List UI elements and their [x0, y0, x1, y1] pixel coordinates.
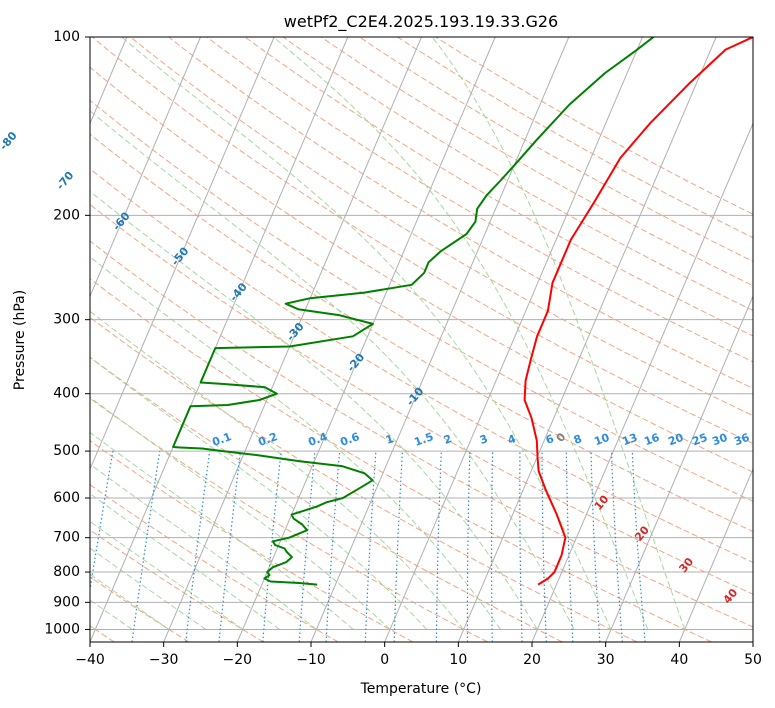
x-tick-label: 10 [449, 652, 467, 668]
isotherm-gridline [384, 37, 643, 642]
y-tick-label: 300 [53, 312, 80, 328]
mixing-ratio-line [631, 451, 646, 642]
moist-adiabat [90, 463, 317, 630]
mixing-ratio-label: 2 [442, 432, 454, 447]
x-tick-label: −40 [75, 652, 105, 668]
moist-adiabat [90, 431, 354, 630]
mixing-ratio-line [262, 451, 282, 642]
mixing-ratio-label: 4 [506, 432, 518, 447]
mixing-ratio-label: 0.4 [306, 430, 329, 449]
moist-adiabat [90, 573, 170, 630]
x-tick-label: 20 [523, 652, 541, 668]
mixing-ratio-label: 0.6 [338, 430, 361, 449]
y-axis: 1000 900 800 700 600 500 400 300 200 100 [44, 29, 90, 637]
y-tick-label: 900 [53, 594, 80, 610]
dry-adiabat [90, 316, 638, 642]
mixing-ratio-label: 20 [666, 431, 685, 449]
dry-adiabat [282, 37, 753, 312]
x-tick-label: 30 [597, 652, 615, 668]
mixing-ratio-label: 16 [642, 431, 661, 449]
isotherm-gridline [90, 37, 201, 298]
mixing-ratio-label: 25 [690, 431, 709, 448]
mixing-ratio-label: 3 [478, 432, 490, 447]
isotherm-gridline [678, 467, 753, 642]
x-tick-label: 0 [380, 652, 389, 668]
moist-adiabat [90, 356, 428, 630]
moist-adiabat [90, 310, 465, 630]
x-tick-label: −30 [149, 652, 179, 668]
y-tick-label: 500 [53, 443, 80, 459]
isotherm-gridline [531, 122, 753, 642]
isotherm-gridline [457, 37, 717, 642]
mixing-ratio-line [131, 451, 161, 642]
mixing-ratio-label: 1 [384, 432, 396, 447]
dry-adiabat [90, 240, 753, 628]
mixing-ratio-label: 8 [572, 432, 584, 447]
mixing-ratio-label: 1.5 [412, 430, 435, 449]
chart-title: wetPf2_C2E4.2025.193.19.33.G26 [284, 12, 558, 32]
dry-adiabat [90, 66, 753, 473]
dry-adiabat [90, 397, 488, 642]
y-tick-label: 400 [53, 386, 80, 402]
sounding-lines [172, 37, 753, 586]
mixing-ratio-label: 0.2 [256, 430, 279, 449]
dry-adiabat [90, 203, 753, 595]
mixing-ratio-line [90, 450, 114, 594]
mixing-ratio-label: 30 [710, 431, 729, 449]
y-tick-label: 100 [53, 29, 80, 45]
mixing-ratio-label: 6 [544, 432, 556, 447]
x-axis-label: Temperature (°C) [360, 681, 482, 697]
dry-adiabat [90, 576, 190, 642]
temperature-profile-line [523, 37, 753, 586]
mixing-ratio-line [298, 451, 316, 642]
y-tick-label: 600 [53, 490, 80, 506]
isotherm-gridline [90, 37, 349, 642]
mixing-ratio-label: 13 [620, 431, 639, 448]
dewpoint-profile-line [172, 37, 655, 586]
y-tick-label: 200 [53, 207, 80, 223]
moist-adiabat [90, 110, 575, 630]
x-tick-label: 40 [670, 652, 688, 668]
mixing-ratio-line [218, 451, 242, 642]
x-axis: −40 −30 −20 −10 0 10 20 30 40 50 [75, 642, 762, 668]
dry-adiabat [130, 37, 753, 417]
moist-adiabat [90, 520, 243, 630]
mixing-ratio-label: 36 [732, 431, 751, 449]
y-tick-label: 700 [53, 530, 80, 546]
mixing-ratio-label: 0.1 [210, 430, 233, 449]
x-tick-label: −20 [223, 652, 253, 668]
isotherm-gridline [163, 37, 422, 642]
moist-adiabat [121, 37, 612, 630]
moist-adiabat [90, 190, 538, 630]
dry-adiabat [206, 37, 753, 363]
mixing-ratio-label: 10 [592, 431, 611, 449]
x-tick-label: 50 [744, 652, 762, 668]
dry-adiabat [90, 356, 563, 642]
isotherm-gridline [90, 37, 275, 471]
isotherm-gridline [605, 295, 753, 642]
isotherm-gridline [236, 37, 496, 642]
y-tick-label: 800 [53, 564, 80, 580]
mixing-ratio-line [185, 451, 211, 642]
x-tick-label: −10 [296, 652, 326, 668]
dry-adiabat [90, 168, 753, 563]
dry-adiabat [90, 133, 753, 533]
y-axis-label: Pressure (hPa) [12, 290, 28, 390]
moist-adiabat [431, 37, 686, 630]
y-tick-label: 1000 [44, 621, 80, 637]
moist-adiabat [90, 547, 207, 630]
moist-adiabat [90, 396, 391, 630]
plot-frame [89, 36, 754, 643]
isotherm-gridline [310, 37, 570, 642]
moist-adiabat [273, 37, 649, 630]
dry-adiabat [90, 483, 339, 642]
